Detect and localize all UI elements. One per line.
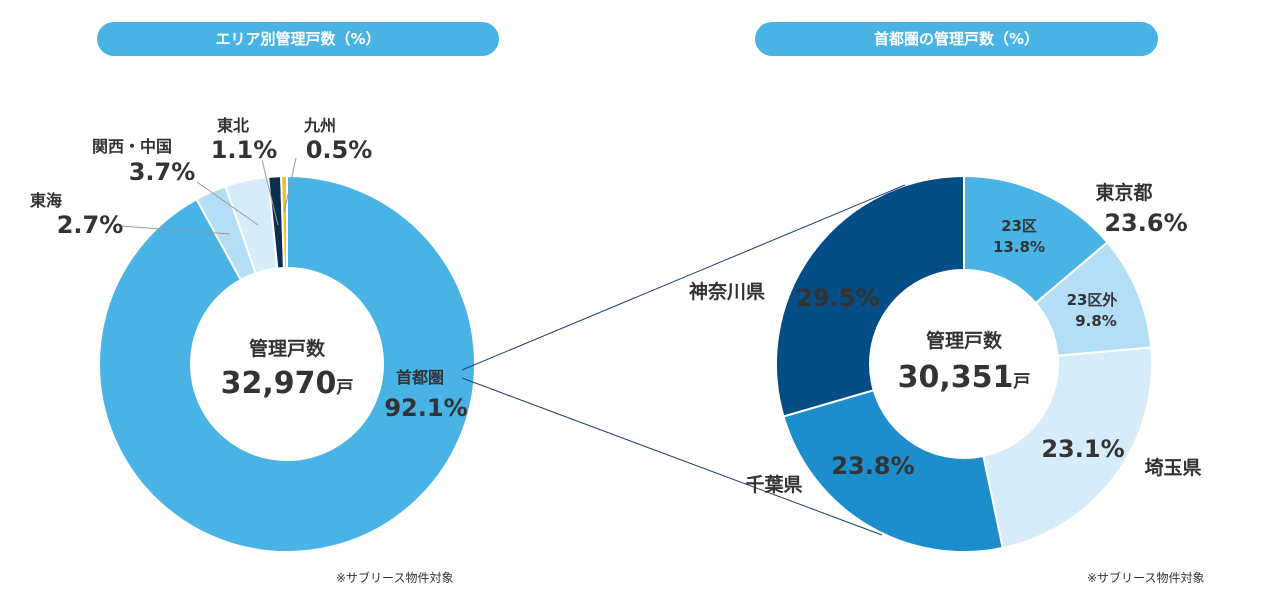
right-center-label: 管理戸数	[926, 329, 1003, 352]
left-label-value-2: 3.7%	[129, 158, 196, 186]
left-label-value-0: 92.1%	[384, 394, 467, 422]
left-label-name-3: 東北	[217, 116, 249, 135]
left-slice-4	[280, 174, 288, 270]
left-center-label: 管理戸数	[249, 337, 326, 360]
right-chart-note: ※サブリース物件対象	[1087, 571, 1205, 585]
leader-line-1	[119, 225, 231, 235]
right-slice-value-4: 29.5%	[796, 284, 879, 312]
right-slice-name-2: 埼玉県	[1144, 456, 1201, 479]
left-label-value-1: 2.7%	[57, 211, 124, 239]
left-label-name-1: 東海	[30, 191, 62, 210]
right-group-name: 東京都	[1095, 181, 1152, 204]
left-label-name-4: 九州	[303, 116, 336, 135]
zoom-connector-bottom	[461, 377, 883, 536]
right-chart-title: 首都圏の管理戸数（%）	[755, 22, 1158, 56]
right-slice-value-1: 9.8%	[1075, 312, 1117, 330]
zoom-connector-top	[461, 184, 906, 371]
left-label-value-3: 1.1%	[211, 136, 278, 164]
right-group-value: 23.6%	[1104, 209, 1187, 237]
right-slice-2	[982, 346, 1153, 550]
right-slice-value-0: 13.8%	[993, 238, 1045, 256]
left-slice-0	[98, 174, 476, 553]
left-label-value-4: 0.5%	[306, 136, 373, 164]
right-slice-name-1: 23区外	[1067, 291, 1118, 309]
right-slice-3	[782, 388, 1004, 553]
right-slice-name-4: 神奈川県	[689, 280, 765, 303]
left-chart-title: エリア別管理戸数（%）	[97, 22, 499, 56]
right-slice-value-3: 23.8%	[831, 452, 914, 480]
right-slice-name-0: 23区	[1001, 217, 1037, 235]
leader-line-4	[283, 157, 297, 213]
leader-line-3	[261, 159, 279, 226]
right-slice-4	[775, 174, 965, 418]
left-chart-note: ※サブリース物件対象	[336, 571, 454, 585]
right-center-value: 30,351戸	[898, 360, 1031, 395]
right-slice-name-3: 千葉県	[745, 474, 802, 496]
left-label-name-0: 首都圏	[396, 368, 444, 387]
leader-line-2	[196, 181, 259, 226]
left-label-name-2: 関西・中国	[92, 137, 172, 156]
left-center-value: 32,970戸	[221, 366, 354, 401]
right-slice-value-2: 23.1%	[1041, 435, 1124, 463]
